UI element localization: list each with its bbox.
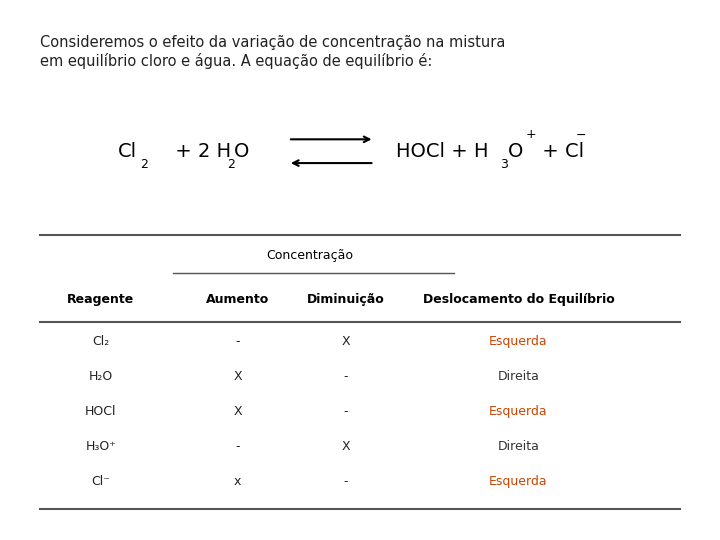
Text: -: - [235,440,240,453]
Text: Direita: Direita [498,440,539,453]
Text: + Cl: + Cl [536,141,585,161]
Text: -: - [343,475,348,488]
Text: O: O [234,141,249,161]
Text: −: − [576,129,587,141]
Text: Direita: Direita [498,370,539,383]
Text: Esquerda: Esquerda [489,475,548,488]
Text: x: x [234,475,241,488]
Text: Aumento: Aumento [206,293,269,306]
Text: + 2 H: + 2 H [169,141,231,161]
Text: 2: 2 [227,158,235,171]
Text: Esquerda: Esquerda [489,405,548,418]
Text: X: X [341,335,350,348]
Text: Cl: Cl [117,141,137,161]
Text: Consideremos o efeito da variação de concentração na mistura
em equilíbrio cloro: Consideremos o efeito da variação de con… [40,35,505,69]
Text: -: - [235,335,240,348]
Text: Cl⁻: Cl⁻ [91,475,110,488]
Text: +: + [526,129,536,141]
Text: -: - [343,405,348,418]
Text: Diminuição: Diminuição [307,293,384,306]
Text: Concentração: Concentração [266,249,353,262]
Text: X: X [341,440,350,453]
Text: HOCl: HOCl [85,405,117,418]
Text: Esquerda: Esquerda [489,335,548,348]
Text: 2: 2 [140,158,148,171]
Text: X: X [233,405,242,418]
Text: HOCl + H: HOCl + H [396,141,488,161]
Text: Reagente: Reagente [67,293,135,306]
Text: H₂O: H₂O [89,370,113,383]
Text: 3: 3 [500,158,508,171]
Text: Deslocamento do Equilíbrio: Deslocamento do Equilíbrio [423,293,614,306]
Text: -: - [343,370,348,383]
Text: O: O [508,141,523,161]
Text: H₃O⁺: H₃O⁺ [86,440,116,453]
Text: X: X [233,370,242,383]
Text: Cl₂: Cl₂ [92,335,109,348]
